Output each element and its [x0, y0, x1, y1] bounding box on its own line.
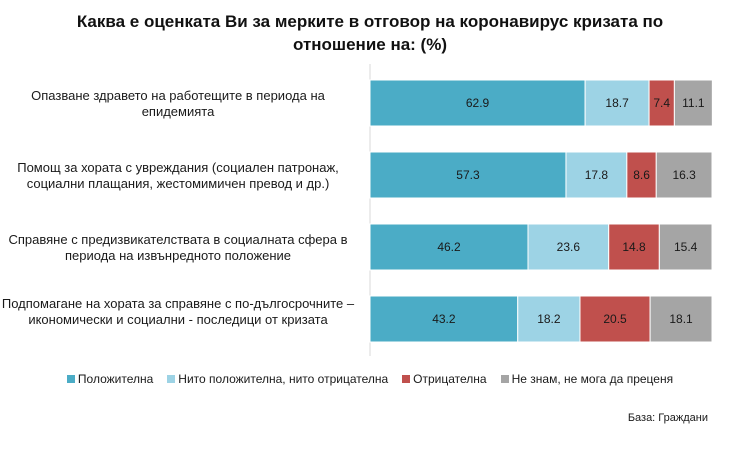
bar-segment	[565, 151, 628, 199]
category-label: Справяне с предизвикателствата в социалн…	[8, 232, 348, 263]
legend-swatch-negative	[402, 375, 411, 383]
data-label: 20.5	[603, 312, 627, 326]
bar-segment	[673, 79, 713, 127]
legend-label: Нито положителна, нито отрицателна	[178, 372, 389, 386]
data-label: 14.8	[622, 240, 646, 254]
category-label: Подпомагане на хората за справяне с по-д…	[1, 296, 355, 327]
data-label: 18.1	[669, 312, 693, 326]
data-label: 16.3	[672, 168, 696, 182]
legend-item: Не знам, не мога да преценя	[500, 372, 674, 386]
data-label: 18.7	[605, 96, 629, 110]
data-label: 8.6	[633, 168, 650, 182]
bar-segment	[584, 79, 650, 127]
bar-segment	[658, 223, 713, 271]
legend-swatch-positive	[66, 375, 75, 383]
bar-segment	[608, 223, 660, 271]
bar-segment	[648, 79, 675, 127]
bar-segment	[369, 79, 586, 127]
bar-segment	[369, 151, 567, 199]
data-label: 43.2	[432, 312, 456, 326]
legend-label: Отрицателна	[413, 372, 487, 386]
data-label: 62.9	[466, 96, 490, 110]
data-label: 23.6	[557, 240, 581, 254]
legend-item: Отрицателна	[402, 372, 487, 386]
data-label: 17.8	[585, 168, 609, 182]
bars-group: 62.9 18.7 7.4 11.1 57.3 17.8 8.6 16.3 46.2 23.6 14…	[369, 64, 713, 356]
bar-segment	[369, 295, 519, 343]
category-label: Помощ за хората с увреждания (социален п…	[17, 160, 339, 191]
legend-item: Положителна	[66, 372, 154, 386]
category-label: Опазване здравето на работещите в период…	[31, 88, 325, 119]
bar-segment	[517, 295, 581, 343]
legend-item: Нито положителна, нито отрицателна	[167, 372, 388, 386]
data-label: 18.2	[537, 312, 561, 326]
bar-segment	[655, 151, 713, 199]
bar-segment	[369, 223, 529, 271]
chart-title: Каква е оценката Ви за мерките в отговор…	[76, 12, 664, 54]
bar-segment	[527, 223, 610, 271]
data-label: 46.2	[437, 240, 461, 254]
legend-label: Положителна	[77, 372, 154, 386]
data-label: 11.1	[682, 96, 705, 110]
data-label: 7.4	[653, 96, 670, 110]
legend: Положителна Нито положителна, нито отриц…	[0, 372, 740, 386]
bar-segment	[626, 151, 657, 199]
legend-label: Не знам, не мога да преценя	[511, 372, 674, 386]
footnote: База: Граждани	[627, 412, 708, 424]
bar-segment	[649, 295, 713, 343]
bar-segment	[579, 295, 651, 343]
legend-swatch-dont-know	[500, 375, 509, 383]
legend-swatch-neutral	[167, 375, 176, 383]
data-label: 15.4	[674, 240, 698, 254]
data-label: 57.3	[456, 168, 480, 182]
